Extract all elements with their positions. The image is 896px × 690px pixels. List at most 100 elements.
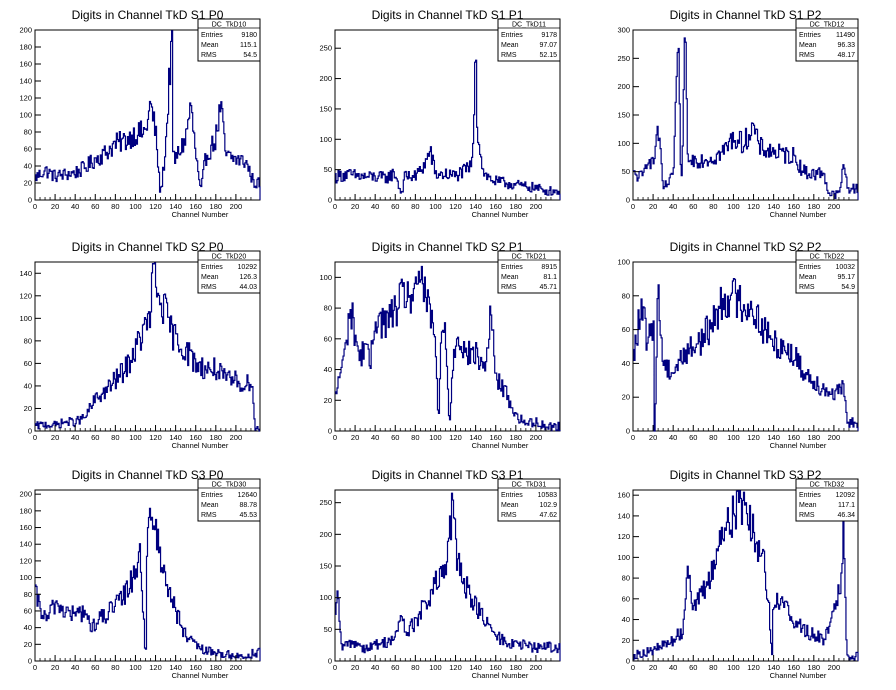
y-tick-label: 40 [24, 162, 32, 171]
y-tick-label: 250 [319, 498, 332, 507]
y-tick-label: 140 [617, 511, 630, 520]
y-tick-label: 60 [24, 606, 32, 615]
stats-mean-label: Mean [799, 274, 817, 281]
plot-frame [334, 261, 561, 432]
y-tick-label: 200 [319, 530, 332, 539]
x-tick-label: 120 [149, 202, 162, 211]
chart-title: Digits in Channel TkD S3 P0 [72, 468, 224, 482]
y-tick-label: 160 [19, 60, 32, 69]
y-tick-label: 20 [24, 179, 32, 188]
x-tick-label: 160 [189, 663, 202, 672]
y-tick-label: 20 [324, 396, 332, 405]
x-tick-label: 60 [391, 202, 399, 211]
x-tick-label: 80 [709, 433, 717, 442]
y-tick-label: 140 [19, 540, 32, 549]
x-tick-label: 0 [333, 663, 337, 672]
x-tick-label: 180 [808, 202, 821, 211]
x-tick-label: 100 [129, 202, 142, 211]
x-tick-label: 20 [351, 202, 359, 211]
histogram-line [335, 265, 561, 432]
x-tick-label: 100 [429, 202, 442, 211]
stats-mean-label: Mean [201, 42, 219, 49]
x-tick-label: 40 [669, 202, 677, 211]
x-tick-label: 20 [649, 202, 657, 211]
stats-rms-label: RMS [201, 284, 217, 291]
x-tick-label: 160 [489, 202, 502, 211]
stats-name: DC_TkD10 [212, 22, 247, 29]
y-tick-label: 100 [319, 273, 332, 282]
stats-mean-value: 81.1 [543, 274, 557, 281]
histogram-line [633, 490, 859, 661]
x-axis-label: Channel Number [172, 210, 229, 219]
stats-entries-label: Entries [799, 264, 821, 271]
y-tick-label: 80 [622, 574, 630, 583]
stats-name: DC_TkD11 [512, 22, 546, 29]
x-tick-label: 140 [767, 433, 780, 442]
x-tick-label: 80 [111, 663, 119, 672]
x-tick-label: 40 [71, 202, 79, 211]
chart-title: Digits in Channel TkD S3 P1 [372, 468, 524, 482]
y-tick-label: 200 [617, 82, 630, 91]
x-tick-label: 200 [828, 433, 841, 442]
y-tick-label: 160 [617, 491, 630, 500]
x-axis-label: Channel Number [770, 441, 827, 450]
histogram-panel: Digits in Channel TkD S2 P2 0 20 40 60 80 100 1… [617, 240, 859, 450]
y-tick-label: 60 [24, 145, 32, 154]
histogram-line [633, 278, 859, 432]
x-tick-label: 0 [33, 433, 37, 442]
y-tick-label: 120 [617, 532, 630, 541]
x-tick-label: 40 [71, 663, 79, 672]
histogram-panel: Digits in Channel TkD S1 P0 0 20 40 60 80 100 1… [19, 8, 261, 219]
x-tick-label: 100 [129, 663, 142, 672]
histogram-line [633, 37, 859, 200]
x-tick-label: 60 [689, 663, 697, 672]
stats-box [795, 18, 859, 62]
plot-frame [34, 261, 261, 432]
x-tick-label: 80 [111, 202, 119, 211]
x-tick-label: 160 [489, 433, 502, 442]
y-tick-label: 40 [24, 623, 32, 632]
histogram-line [35, 262, 260, 432]
x-tick-label: 100 [727, 433, 740, 442]
stats-rms-label: RMS [201, 52, 217, 59]
x-tick-label: 140 [767, 202, 780, 211]
x-tick-label: 200 [230, 202, 243, 211]
y-tick-label: 40 [324, 365, 332, 374]
stats-name: DC_TkD31 [512, 482, 547, 489]
x-tick-label: 180 [210, 202, 223, 211]
x-tick-label: 40 [669, 433, 677, 442]
x-tick-label: 200 [530, 663, 543, 672]
y-tick-label: 150 [319, 104, 332, 113]
stats-entries-label: Entries [201, 492, 223, 499]
y-tick-label: 100 [19, 573, 32, 582]
x-tick-label: 120 [449, 202, 462, 211]
stats-entries-label: Entries [501, 32, 523, 39]
x-tick-label: 0 [631, 433, 635, 442]
y-tick-label: 0 [28, 427, 32, 436]
x-tick-label: 80 [111, 433, 119, 442]
y-tick-label: 20 [622, 393, 630, 402]
y-tick-label: 100 [19, 314, 32, 323]
x-axis-label: Channel Number [472, 210, 529, 219]
y-tick-label: 20 [622, 636, 630, 645]
y-tick-label: 0 [28, 196, 32, 205]
y-tick-label: 60 [24, 359, 32, 368]
stats-mean-value: 96.33 [837, 42, 855, 49]
stats-rms-value: 54.9 [841, 284, 855, 291]
stats-rms-value: 54.5 [243, 52, 257, 59]
y-tick-label: 80 [24, 128, 32, 137]
y-tick-label: 50 [324, 165, 332, 174]
stats-mean-label: Mean [799, 42, 817, 49]
stats-mean-label: Mean [501, 502, 519, 509]
x-tick-label: 140 [169, 433, 182, 442]
histogram-panel: Digits in Channel TkD S3 P0 0 20 40 60 80 100 1… [19, 468, 261, 680]
stats-box [497, 478, 561, 522]
x-tick-label: 120 [449, 663, 462, 672]
stats-rms-label: RMS [799, 284, 815, 291]
x-tick-label: 120 [449, 433, 462, 442]
stats-rms-value: 47.62 [539, 512, 557, 519]
stats-entries-value: 10032 [836, 264, 856, 271]
x-tick-label: 100 [129, 433, 142, 442]
x-tick-label: 120 [747, 433, 760, 442]
y-tick-label: 40 [24, 381, 32, 390]
